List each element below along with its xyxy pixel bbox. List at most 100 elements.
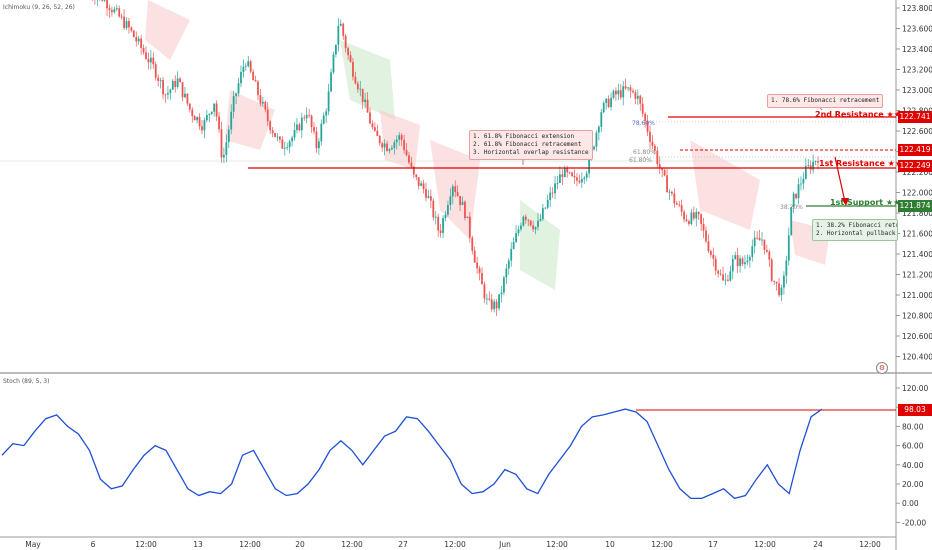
candle-body bbox=[171, 81, 174, 90]
candle-body bbox=[685, 219, 688, 222]
price-tick-label: 121.800 bbox=[902, 209, 932, 218]
candle-body bbox=[373, 127, 376, 131]
candle-body bbox=[466, 216, 469, 219]
candle-body bbox=[225, 142, 228, 155]
candle-body bbox=[167, 93, 169, 95]
stoch-tick-label: -20.00 bbox=[902, 518, 926, 527]
candle-body bbox=[717, 270, 720, 274]
candle-body bbox=[663, 170, 666, 176]
candle-body bbox=[176, 78, 179, 87]
candle-body bbox=[395, 139, 398, 143]
candle-body bbox=[400, 135, 403, 140]
candle-body bbox=[339, 23, 342, 26]
candle-body bbox=[505, 268, 508, 278]
candle-body bbox=[154, 64, 157, 78]
candle-body bbox=[332, 54, 335, 73]
candle-body bbox=[512, 242, 515, 250]
candle-body bbox=[215, 103, 218, 117]
candle-body bbox=[405, 150, 408, 156]
candle-body bbox=[354, 76, 357, 84]
candle-body bbox=[208, 113, 211, 116]
candle-body bbox=[315, 131, 318, 149]
candle-body bbox=[756, 237, 759, 239]
candle-body bbox=[140, 38, 143, 49]
candle-body bbox=[636, 95, 639, 99]
candle-body bbox=[378, 135, 381, 144]
candle-body bbox=[106, 0, 108, 9]
candle-body bbox=[184, 93, 186, 98]
candle-body bbox=[130, 27, 133, 31]
candle-body bbox=[162, 79, 164, 95]
candle-body bbox=[588, 158, 591, 174]
candle-body bbox=[425, 189, 427, 198]
candle-body bbox=[179, 78, 181, 83]
candle-body bbox=[712, 254, 715, 259]
candle-body bbox=[785, 260, 788, 276]
candle-body bbox=[541, 208, 544, 220]
candle-body bbox=[702, 223, 705, 231]
candle-body bbox=[383, 143, 386, 148]
candle-body bbox=[264, 101, 267, 110]
price-tick-label: 123.200 bbox=[902, 66, 932, 75]
candle-body bbox=[554, 183, 556, 194]
candle-body bbox=[661, 168, 664, 171]
price-tick-label: 121.600 bbox=[902, 230, 932, 239]
candle-body bbox=[632, 90, 634, 93]
candle-body bbox=[220, 129, 223, 158]
candle-body bbox=[522, 216, 525, 226]
candle-body bbox=[802, 178, 805, 184]
candle-body bbox=[198, 117, 201, 127]
candle-body bbox=[544, 207, 547, 209]
candle-body bbox=[534, 227, 537, 230]
candle-body bbox=[108, 8, 111, 11]
candle-body bbox=[624, 86, 627, 89]
candle-body bbox=[422, 183, 425, 190]
settings-icon[interactable]: ⚙ bbox=[876, 362, 888, 374]
candle-body bbox=[159, 79, 162, 81]
candle-body bbox=[741, 258, 744, 265]
candle-body bbox=[646, 120, 649, 132]
stoch-tag-98: 98.03 bbox=[898, 404, 932, 416]
price-tick-label: 123.400 bbox=[902, 45, 932, 54]
candle-body bbox=[464, 201, 466, 219]
candle-body bbox=[807, 165, 810, 167]
candle-body bbox=[391, 147, 393, 150]
candle-body bbox=[597, 126, 600, 133]
candle-body bbox=[744, 262, 746, 265]
fib-382-label: 38.20% bbox=[780, 204, 803, 211]
candle-body bbox=[610, 97, 612, 108]
candle-body bbox=[223, 154, 225, 158]
candle-body bbox=[376, 130, 379, 136]
candle-body bbox=[768, 251, 771, 260]
candle-body bbox=[498, 294, 500, 309]
candle-body bbox=[483, 284, 486, 299]
candle-body bbox=[549, 192, 552, 201]
candle-body bbox=[778, 283, 780, 296]
ichimoku-label: Ichimoku (9, 26, 52, 26) bbox=[3, 4, 75, 11]
candle-body bbox=[137, 38, 140, 42]
candle-body bbox=[249, 61, 252, 72]
candle-body bbox=[634, 92, 637, 99]
candle-body bbox=[242, 66, 245, 72]
candle-body bbox=[559, 174, 561, 183]
candle-body bbox=[739, 258, 741, 267]
candle-body bbox=[775, 281, 778, 284]
candle-body bbox=[459, 196, 461, 206]
candle-body bbox=[335, 44, 337, 55]
candle-body bbox=[622, 86, 625, 98]
candle-body bbox=[420, 183, 423, 186]
candle-body bbox=[169, 89, 172, 94]
candle-body bbox=[240, 71, 242, 84]
time-tick-label: 27 bbox=[398, 540, 408, 549]
candle-body bbox=[736, 255, 739, 267]
candle-body bbox=[296, 124, 298, 131]
price-tag-122741: 122.741 bbox=[898, 111, 932, 123]
candle-body bbox=[770, 259, 773, 281]
candle-body bbox=[649, 131, 651, 142]
candle-body bbox=[352, 61, 354, 77]
candle-body bbox=[795, 193, 797, 199]
candle-body bbox=[734, 255, 737, 260]
cloud-area bbox=[225, 90, 275, 150]
